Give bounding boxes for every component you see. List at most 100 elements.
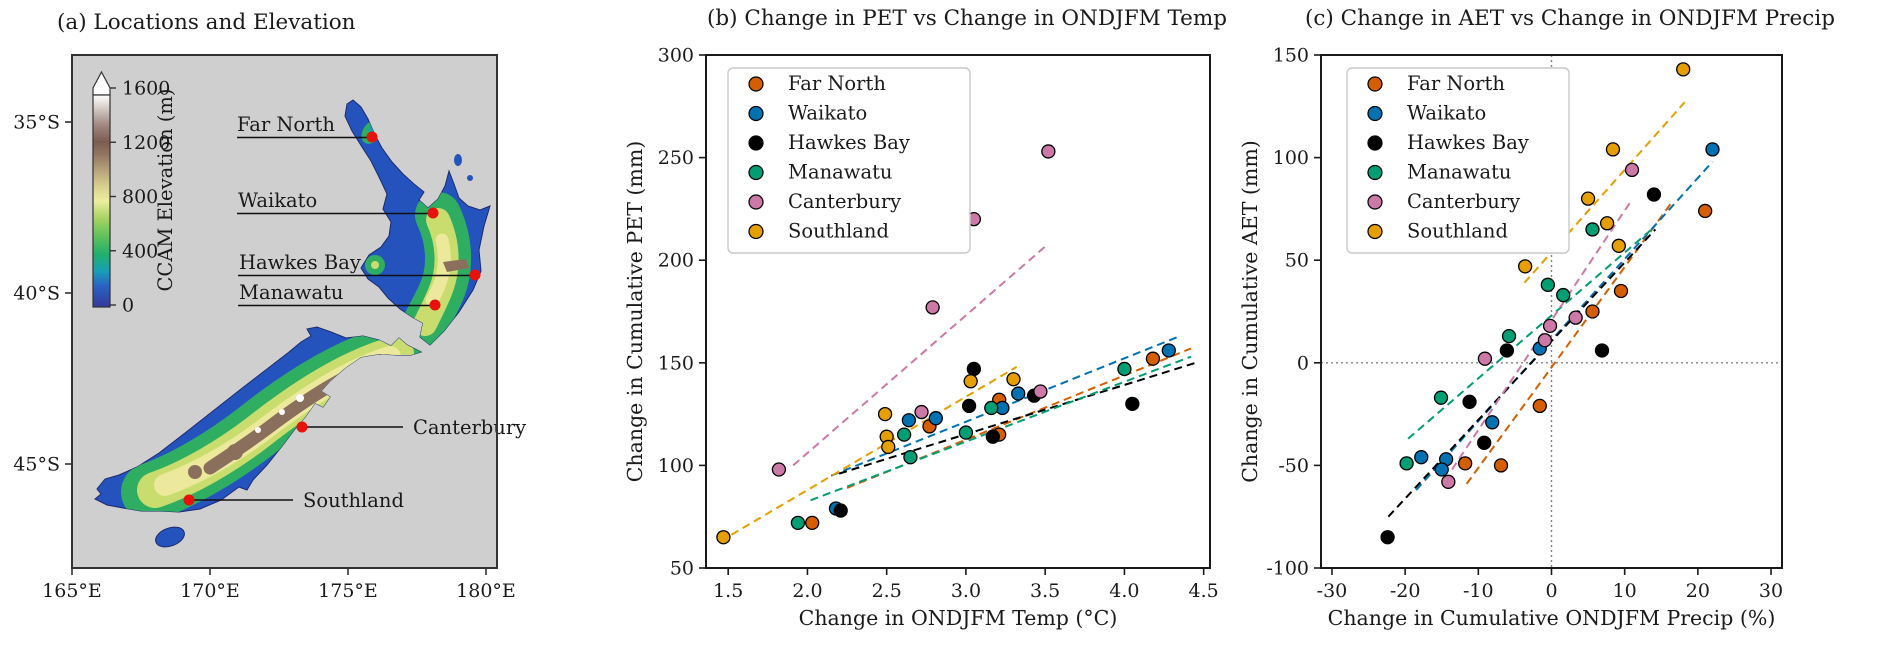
y-tick-label: 200 — [658, 250, 694, 272]
legend-label-waikato: Waikato — [788, 102, 867, 125]
point-hawkes-bay — [833, 503, 848, 518]
legend: Far North Waikato Hawkes Bay Manawatu Canter… — [727, 67, 971, 254]
point-southland — [1006, 372, 1021, 387]
offshore-island — [454, 154, 462, 166]
point-southland — [1605, 142, 1621, 157]
legend-label-far-north: Far North — [788, 72, 886, 95]
point-manawatu — [1117, 361, 1132, 377]
x-tick-label: -20 — [1390, 580, 1421, 602]
colorbar-gradient — [92, 94, 111, 308]
x-tick-label: 2.5 — [872, 580, 902, 602]
colorbar-tick-label: 0 — [122, 295, 134, 317]
longitude-tick-label: 170°E — [180, 580, 240, 602]
legend-marker-manawatu — [1367, 164, 1383, 181]
colorbar-axis-label: CCAM Elevation (m) — [154, 88, 177, 291]
point-canterbury — [1542, 318, 1558, 334]
series-southland — [1518, 62, 1691, 274]
series-manawatu — [1399, 222, 1600, 471]
point-waikato — [1705, 142, 1720, 157]
point-hawkes-bay — [1477, 435, 1492, 450]
legend-marker-waikato — [748, 105, 764, 122]
x-tick-label: 0 — [1545, 580, 1557, 602]
point-southland — [881, 439, 896, 455]
longitude-tick-label: 165°E — [42, 580, 102, 602]
point-manawatu — [1540, 277, 1555, 292]
point-southland — [1676, 62, 1691, 77]
legend-label-far-north: Far North — [1407, 72, 1505, 95]
point-canterbury — [1537, 333, 1553, 348]
north-island-elevation — [361, 120, 471, 345]
y-tick-label: -100 — [1266, 558, 1309, 580]
point-hawkes-bay — [1380, 530, 1395, 545]
map-frame — [71, 54, 498, 569]
point-waikato — [1485, 415, 1500, 430]
longitude-tick-label: 180°E — [456, 580, 516, 602]
y-tick-label: 100 — [658, 455, 694, 477]
point-canterbury — [1441, 474, 1456, 489]
x-tick-label: 4.5 — [1189, 580, 1219, 602]
y-tick-label: 100 — [1273, 147, 1309, 169]
point-southland — [716, 530, 731, 545]
x-tick-label: -10 — [1463, 580, 1494, 602]
trendline-southland — [719, 366, 1018, 543]
point-southland — [1611, 238, 1626, 253]
legend-marker-far-north — [1367, 76, 1383, 92]
y-tick-label: -50 — [1278, 455, 1309, 477]
y-axis-label: Change in Cumulative AET (mm) — [1240, 140, 1262, 483]
x-tick-label: 2.0 — [792, 580, 822, 602]
x-tick-label: 10 — [1613, 580, 1637, 602]
location-label-southland: Southland — [303, 489, 404, 512]
legend-box — [1346, 67, 1570, 254]
legend: Far North Waikato Hawkes Bay Manawatu Canter… — [1346, 67, 1570, 254]
legend-marker-hawkes-bay — [748, 135, 764, 151]
point-manawatu — [1433, 390, 1449, 405]
point-far-north — [1532, 398, 1547, 414]
series-canterbury — [771, 144, 1056, 477]
legend-label-southland: Southland — [788, 220, 889, 243]
point-canterbury — [925, 300, 940, 315]
colorbar-tick-label: 1200 — [122, 132, 170, 154]
axes-frame — [705, 54, 1211, 569]
point-manawatu — [958, 425, 974, 440]
colorbar-tick-label: 400 — [122, 240, 158, 262]
y-tick-label: 300 — [658, 45, 694, 67]
legend-box — [727, 67, 971, 254]
point-far-north — [1613, 283, 1629, 299]
x-axis-label: Change in ONDJFM Temp (°C) — [799, 606, 1118, 630]
y-tick-label: 250 — [658, 147, 694, 169]
x-tick-label: -30 — [1317, 580, 1348, 602]
point-canterbury — [771, 462, 787, 477]
legend-marker-canterbury — [1367, 194, 1383, 210]
legend-label-canterbury: Canterbury — [788, 190, 901, 213]
x-tick-label: 20 — [1686, 580, 1710, 602]
trendline-canterbury — [792, 243, 1049, 467]
point-hawkes-bay — [1594, 343, 1610, 358]
point-hawkes-bay — [961, 398, 977, 414]
series-southland — [716, 372, 1021, 545]
x-tick-label: 30 — [1759, 580, 1783, 602]
y-tick-label: 50 — [1285, 250, 1309, 272]
point-hawkes-bay — [1462, 394, 1477, 409]
y-tick-label: 0 — [1297, 352, 1309, 374]
colorbar-tick-label: 800 — [122, 186, 158, 208]
legend-label-manawatu: Manawatu — [1407, 161, 1512, 184]
point-manawatu — [903, 450, 918, 465]
legend-marker-canterbury — [748, 194, 764, 210]
panel-c-title: (c) Change in AET vs Change in ONDJFM Pr… — [1305, 6, 1835, 31]
latitude-tick-label: 40°S — [13, 283, 60, 305]
trendline-hawkes-bay — [838, 361, 1197, 475]
point-waikato — [1414, 450, 1429, 465]
legend-label-southland: Southland — [1407, 220, 1508, 243]
panel-b-title: (b) Change in PET vs Change in ONDJFM Te… — [707, 6, 1228, 31]
series-hawkes-bay — [1380, 187, 1662, 545]
point-waikato — [901, 413, 917, 428]
series-waikato — [1414, 142, 1720, 477]
scatter-panel-pet-vs-temp: 1.5 2.0 2.5 3.0 3.5 4.0 4.5 50 100 150 200 250 300 Ch… — [623, 45, 1219, 631]
latitude-tick-label: 45°S — [13, 454, 60, 476]
point-manawatu — [1585, 222, 1600, 237]
location-dot-southland — [183, 494, 195, 506]
location-dot-hawkes-bay — [469, 269, 481, 281]
point-southland — [1599, 216, 1615, 231]
